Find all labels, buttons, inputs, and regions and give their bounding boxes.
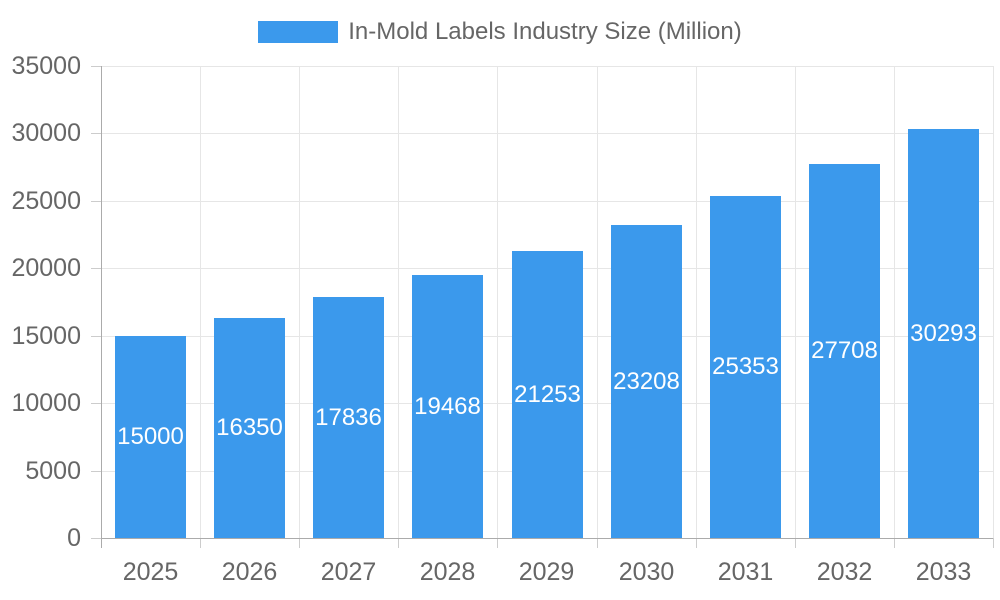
x-axis-tick xyxy=(200,538,201,548)
x-axis-tick xyxy=(993,538,994,548)
bar-2027[interactable] xyxy=(313,297,384,538)
y-gridline xyxy=(101,201,993,202)
y-gridline xyxy=(101,133,993,134)
bar-2026[interactable] xyxy=(214,318,285,538)
x-axis-tick xyxy=(795,538,796,548)
y-axis-label: 30000 xyxy=(11,119,81,147)
x-axis-tick xyxy=(894,538,895,548)
y-axis-label: 20000 xyxy=(11,254,81,282)
y-axis-label: 35000 xyxy=(11,52,81,80)
y-axis-tick xyxy=(91,66,101,67)
x-gridline xyxy=(200,66,201,538)
x-axis-label: 2030 xyxy=(618,558,675,586)
y-gridline xyxy=(101,66,993,67)
x-axis-label: 2025 xyxy=(122,558,179,586)
x-axis-label: 2028 xyxy=(419,558,476,586)
x-axis-label: 2033 xyxy=(915,558,972,586)
x-gridline xyxy=(795,66,796,538)
bar-value-label: 15000 xyxy=(117,423,184,450)
x-axis-tick xyxy=(299,538,300,548)
y-axis-tick xyxy=(91,403,101,404)
bar-2031[interactable] xyxy=(710,196,781,538)
y-axis-line xyxy=(101,66,102,548)
bar-2029[interactable] xyxy=(512,251,583,538)
x-gridline xyxy=(299,66,300,538)
y-axis-label: 25000 xyxy=(11,187,81,215)
x-axis-label: 2031 xyxy=(717,558,774,586)
x-gridline xyxy=(497,66,498,538)
x-gridline xyxy=(993,66,994,538)
y-axis-tick xyxy=(91,201,101,202)
bar-2033[interactable] xyxy=(908,129,979,538)
bar-2030[interactable] xyxy=(611,225,682,538)
legend-swatch xyxy=(258,21,339,43)
y-axis-label: 10000 xyxy=(11,389,81,417)
bar-value-label: 16350 xyxy=(216,414,283,441)
y-axis-tick xyxy=(91,471,101,472)
bar-2025[interactable] xyxy=(115,336,186,538)
bar-value-label: 19468 xyxy=(414,393,481,420)
y-axis-tick xyxy=(91,268,101,269)
legend-label: In-Mold Labels Industry Size (Million) xyxy=(348,18,742,45)
x-gridline xyxy=(696,66,697,538)
x-axis-label: 2027 xyxy=(320,558,377,586)
x-axis-label: 2029 xyxy=(518,558,575,586)
x-axis-tick xyxy=(597,538,598,548)
bar-value-label: 25353 xyxy=(712,353,779,380)
x-axis-label: 2032 xyxy=(816,558,873,586)
bar-value-label: 21253 xyxy=(514,381,581,408)
legend[interactable]: In-Mold Labels Industry Size (Million) xyxy=(0,19,1000,45)
x-axis-label: 2026 xyxy=(221,558,278,586)
y-axis-tick xyxy=(91,133,101,134)
x-axis-line xyxy=(101,538,993,539)
y-axis-label: 15000 xyxy=(11,322,81,350)
x-axis-tick xyxy=(696,538,697,548)
y-axis-label: 0 xyxy=(67,524,81,552)
x-gridline xyxy=(894,66,895,538)
x-gridline xyxy=(597,66,598,538)
bar-value-label: 17836 xyxy=(315,404,382,431)
bar-value-label: 30293 xyxy=(910,320,977,347)
bar-value-label: 27708 xyxy=(811,337,878,364)
x-gridline xyxy=(398,66,399,538)
bar-2028[interactable] xyxy=(412,275,483,538)
y-axis-label: 5000 xyxy=(25,457,81,485)
y-axis-tick xyxy=(91,538,101,539)
bar-value-label: 23208 xyxy=(613,368,680,395)
bar-2032[interactable] xyxy=(809,164,880,538)
x-axis-tick xyxy=(398,538,399,548)
y-axis-tick xyxy=(91,336,101,337)
x-axis-tick xyxy=(497,538,498,548)
